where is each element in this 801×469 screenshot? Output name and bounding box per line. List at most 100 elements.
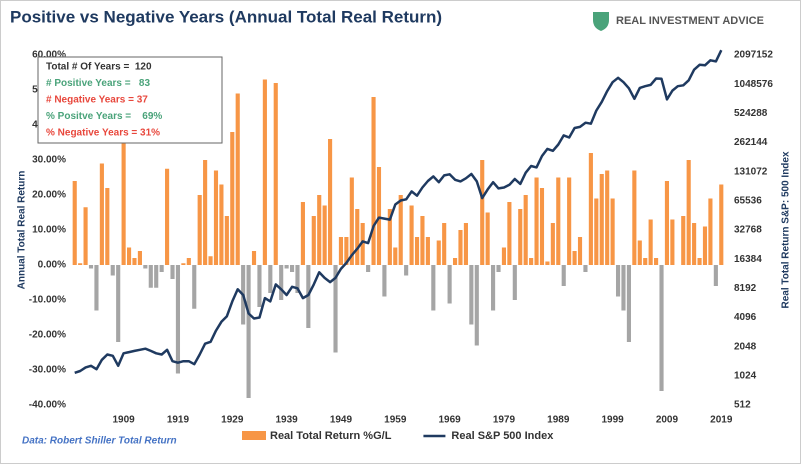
bar: [132, 258, 137, 265]
logo: REAL INVESTMENT ADVICE: [593, 12, 764, 31]
x-tick-label: 1929: [221, 415, 244, 426]
bar: [203, 160, 208, 265]
y2-tick-label: 262144: [734, 137, 768, 148]
y-tick-label: -20.00%: [29, 330, 66, 341]
bar: [556, 177, 561, 265]
bar: [181, 263, 186, 265]
y-axis-title: Annual Total Real Return: [17, 171, 28, 290]
bar: [425, 237, 430, 265]
bar: [273, 83, 278, 265]
legend: Real Total Return %G/L Real S&P 500 Index: [242, 430, 554, 442]
bar: [458, 230, 463, 265]
y-tick-label: 20.00%: [32, 190, 66, 201]
bar: [561, 265, 566, 286]
bar: [175, 265, 181, 374]
bar: [588, 153, 593, 265]
bar: [713, 265, 718, 286]
bar: [452, 258, 458, 265]
bar: [599, 174, 604, 265]
x-tick-label: 1919: [167, 415, 190, 426]
bar: [605, 170, 610, 265]
x-tick-label: 1959: [384, 415, 407, 426]
bar: [121, 139, 126, 265]
bar: [681, 216, 686, 265]
y2-tick-label: 65536: [734, 195, 762, 206]
x-tick-label: 2009: [656, 415, 679, 426]
y2-axis-title: Real Total Return S&P: 500 Index: [781, 151, 792, 309]
x-tick-label: 1989: [547, 415, 570, 426]
bar: [501, 247, 507, 265]
bar: [143, 265, 148, 269]
bar: [507, 202, 512, 265]
bar: [393, 247, 398, 265]
bar: [170, 265, 175, 279]
bar: [692, 223, 697, 265]
bar: [621, 265, 626, 311]
y2-tick-label: 32768: [734, 225, 762, 236]
bar: [279, 265, 284, 300]
bar: [420, 216, 425, 265]
bar: [338, 237, 344, 265]
bar: [83, 207, 88, 265]
x-tick-label: 1939: [275, 415, 298, 426]
bar: [659, 265, 664, 391]
bar: [643, 258, 648, 265]
bar: [328, 139, 333, 265]
bar: [376, 167, 382, 265]
bar: [567, 177, 572, 265]
bar: [491, 265, 496, 311]
legend-swatch: [242, 431, 266, 440]
bar: [594, 198, 599, 265]
y2-tick-label: 4096: [734, 312, 757, 323]
bar: [637, 240, 642, 265]
bar: [137, 251, 142, 265]
bar: [496, 265, 501, 272]
bar: [371, 97, 376, 265]
bar: [186, 258, 191, 265]
bar: [474, 265, 479, 346]
bar: [257, 265, 262, 307]
y2-tick-label: 1024: [734, 370, 757, 381]
bar: [208, 256, 213, 265]
bar: [344, 237, 349, 265]
bar: [295, 265, 300, 293]
y2-tick-label: 1048576: [734, 79, 773, 90]
bar: [322, 205, 327, 265]
annotation: % Positve Years = 69%: [46, 111, 162, 122]
bar: [485, 212, 490, 265]
x-tick-label: 1979: [493, 415, 516, 426]
legend-label: Real S&P 500 Index: [451, 430, 554, 442]
annotation: # Positive Years = 83: [46, 78, 150, 89]
x-tick-label: 1999: [601, 415, 624, 426]
bar: [610, 198, 615, 265]
legend-label: Real Total Return %G/L: [270, 430, 392, 442]
bar: [72, 181, 77, 265]
bar: [702, 226, 708, 265]
bar: [116, 265, 121, 342]
bar: [615, 265, 621, 297]
y-tick-label: 0.00%: [38, 260, 66, 271]
bar: [99, 163, 104, 265]
bar: [409, 205, 414, 265]
y2-tick-label: 524288: [734, 108, 768, 119]
stats-box: Total # Of Years = 120 # Positive Years =…: [37, 56, 223, 144]
y-tick-label: -40.00%: [29, 400, 66, 411]
bar: [126, 247, 132, 265]
bar: [442, 223, 447, 265]
bar: [154, 265, 159, 288]
bar: [349, 177, 354, 265]
bar: [360, 223, 365, 265]
bar: [192, 265, 197, 309]
chart-title: Positive vs Negative Years (Annual Total…: [10, 7, 442, 26]
bar: [165, 168, 170, 265]
bar: [94, 265, 99, 311]
y-tick-label: -10.00%: [29, 295, 66, 306]
bar: [664, 181, 670, 265]
bar: [333, 265, 338, 353]
logo-icon: [593, 12, 609, 31]
bar: [632, 170, 637, 265]
bar: [626, 265, 631, 342]
y-tick-label: 60.00%: [32, 50, 66, 61]
bar: [382, 265, 387, 297]
brand: REAL INVESTMENT ADVICE: [616, 15, 764, 27]
